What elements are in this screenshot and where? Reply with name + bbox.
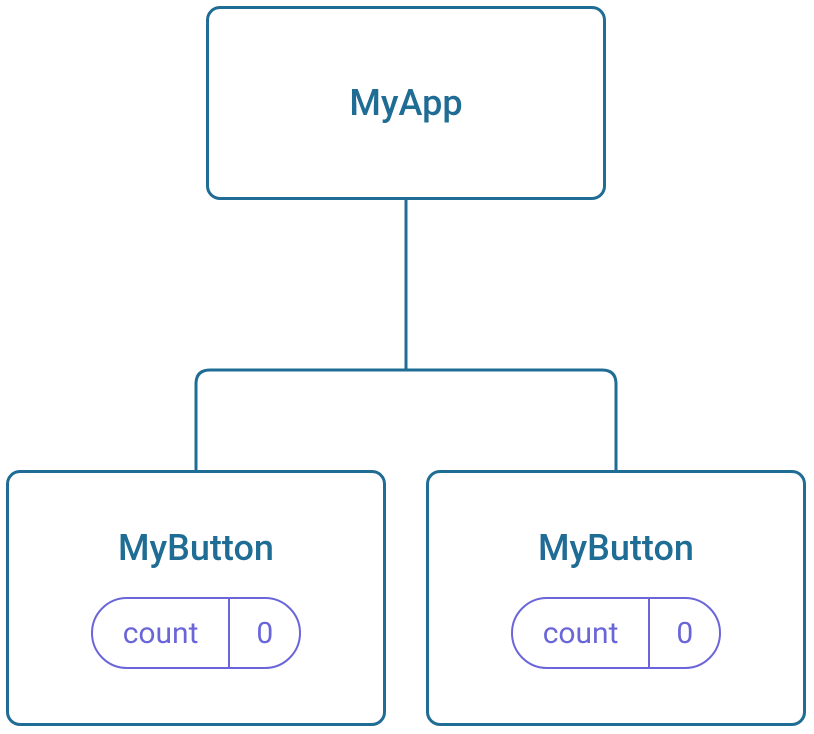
state-pill: count0 bbox=[91, 597, 302, 669]
tree-node-child-left: MyButton count0 bbox=[6, 470, 386, 726]
component-tree-diagram: MyAppMyButtoncount0MyButtoncount0 bbox=[0, 0, 814, 734]
tree-node-root: MyApp bbox=[206, 6, 606, 200]
state-key: count bbox=[513, 599, 649, 667]
tree-node-child-right: MyButton count0 bbox=[426, 470, 806, 726]
node-label: MyButton bbox=[538, 527, 694, 569]
state-pill: count0 bbox=[511, 597, 722, 669]
state-key: count bbox=[93, 599, 229, 667]
state-value: 0 bbox=[230, 599, 299, 667]
node-label: MyApp bbox=[349, 82, 462, 124]
node-label: MyButton bbox=[118, 527, 274, 569]
state-value: 0 bbox=[650, 599, 719, 667]
